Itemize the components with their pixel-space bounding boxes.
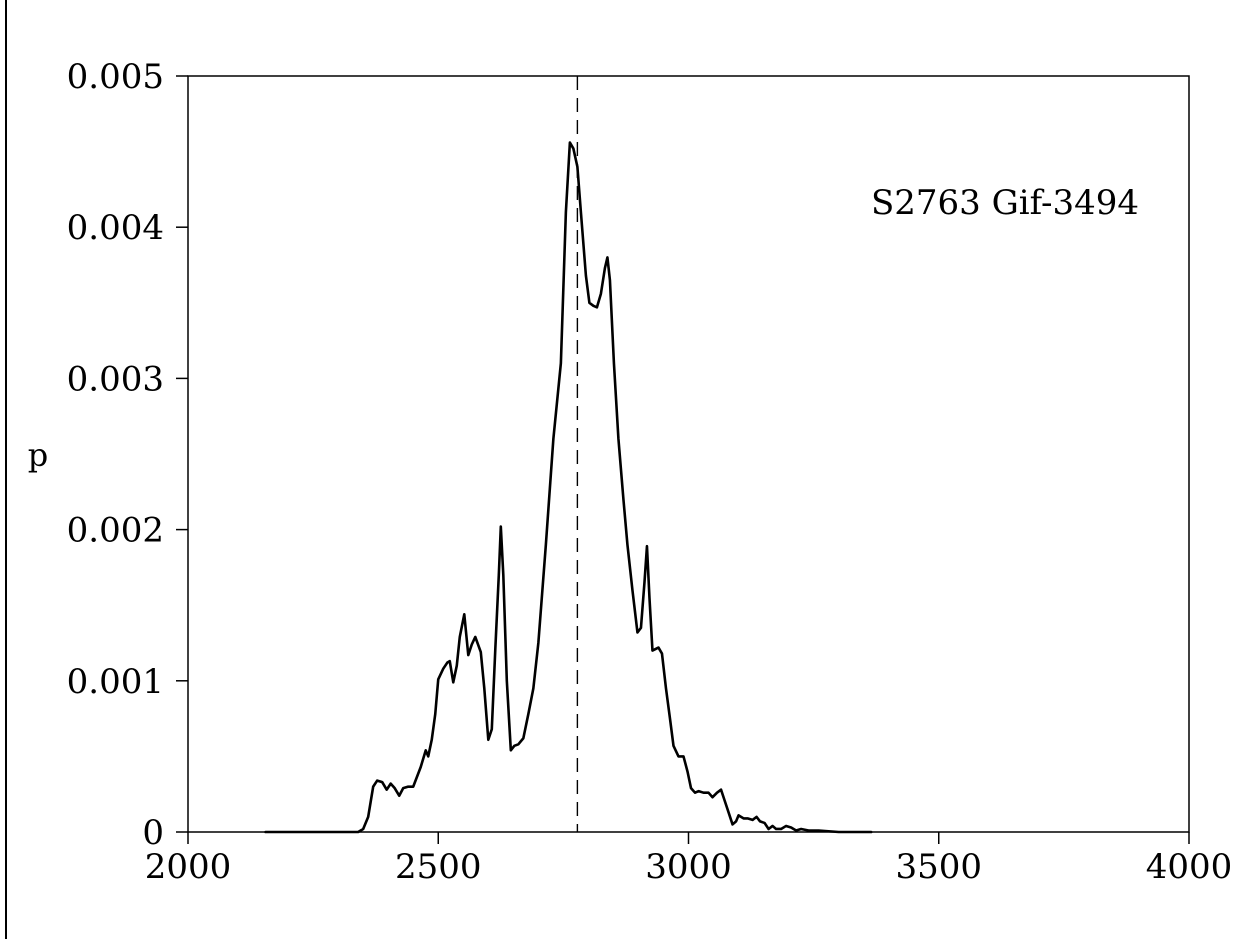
y-tick-label: 0.003	[67, 359, 164, 399]
series-line	[264, 141, 873, 834]
y-tick-label: 0	[142, 813, 164, 853]
y-tick-label: 0.004	[67, 208, 164, 248]
x-axis-ticks	[187, 832, 1190, 844]
y-axis-label: p	[28, 436, 48, 474]
x-tick-label: 3000	[645, 847, 732, 887]
x-axis-tick-labels: 2000 2500 3000 3500 4000	[145, 847, 1233, 887]
y-axis-ticks	[176, 75, 188, 833]
y-tick-label: 0.001	[67, 662, 164, 702]
y-tick-label: 0.005	[67, 57, 164, 97]
sample-annotation: S2763 Gif-3494	[871, 183, 1139, 223]
x-tick-label: 4000	[1146, 847, 1233, 887]
y-axis-tick-labels: 0 0.001 0.002 0.003 0.004 0.005	[67, 57, 164, 853]
y-tick-label: 0.002	[67, 511, 164, 551]
x-tick-label: 2000	[145, 847, 232, 887]
x-tick-label: 2500	[395, 847, 482, 887]
x-tick-label: 3500	[895, 847, 982, 887]
